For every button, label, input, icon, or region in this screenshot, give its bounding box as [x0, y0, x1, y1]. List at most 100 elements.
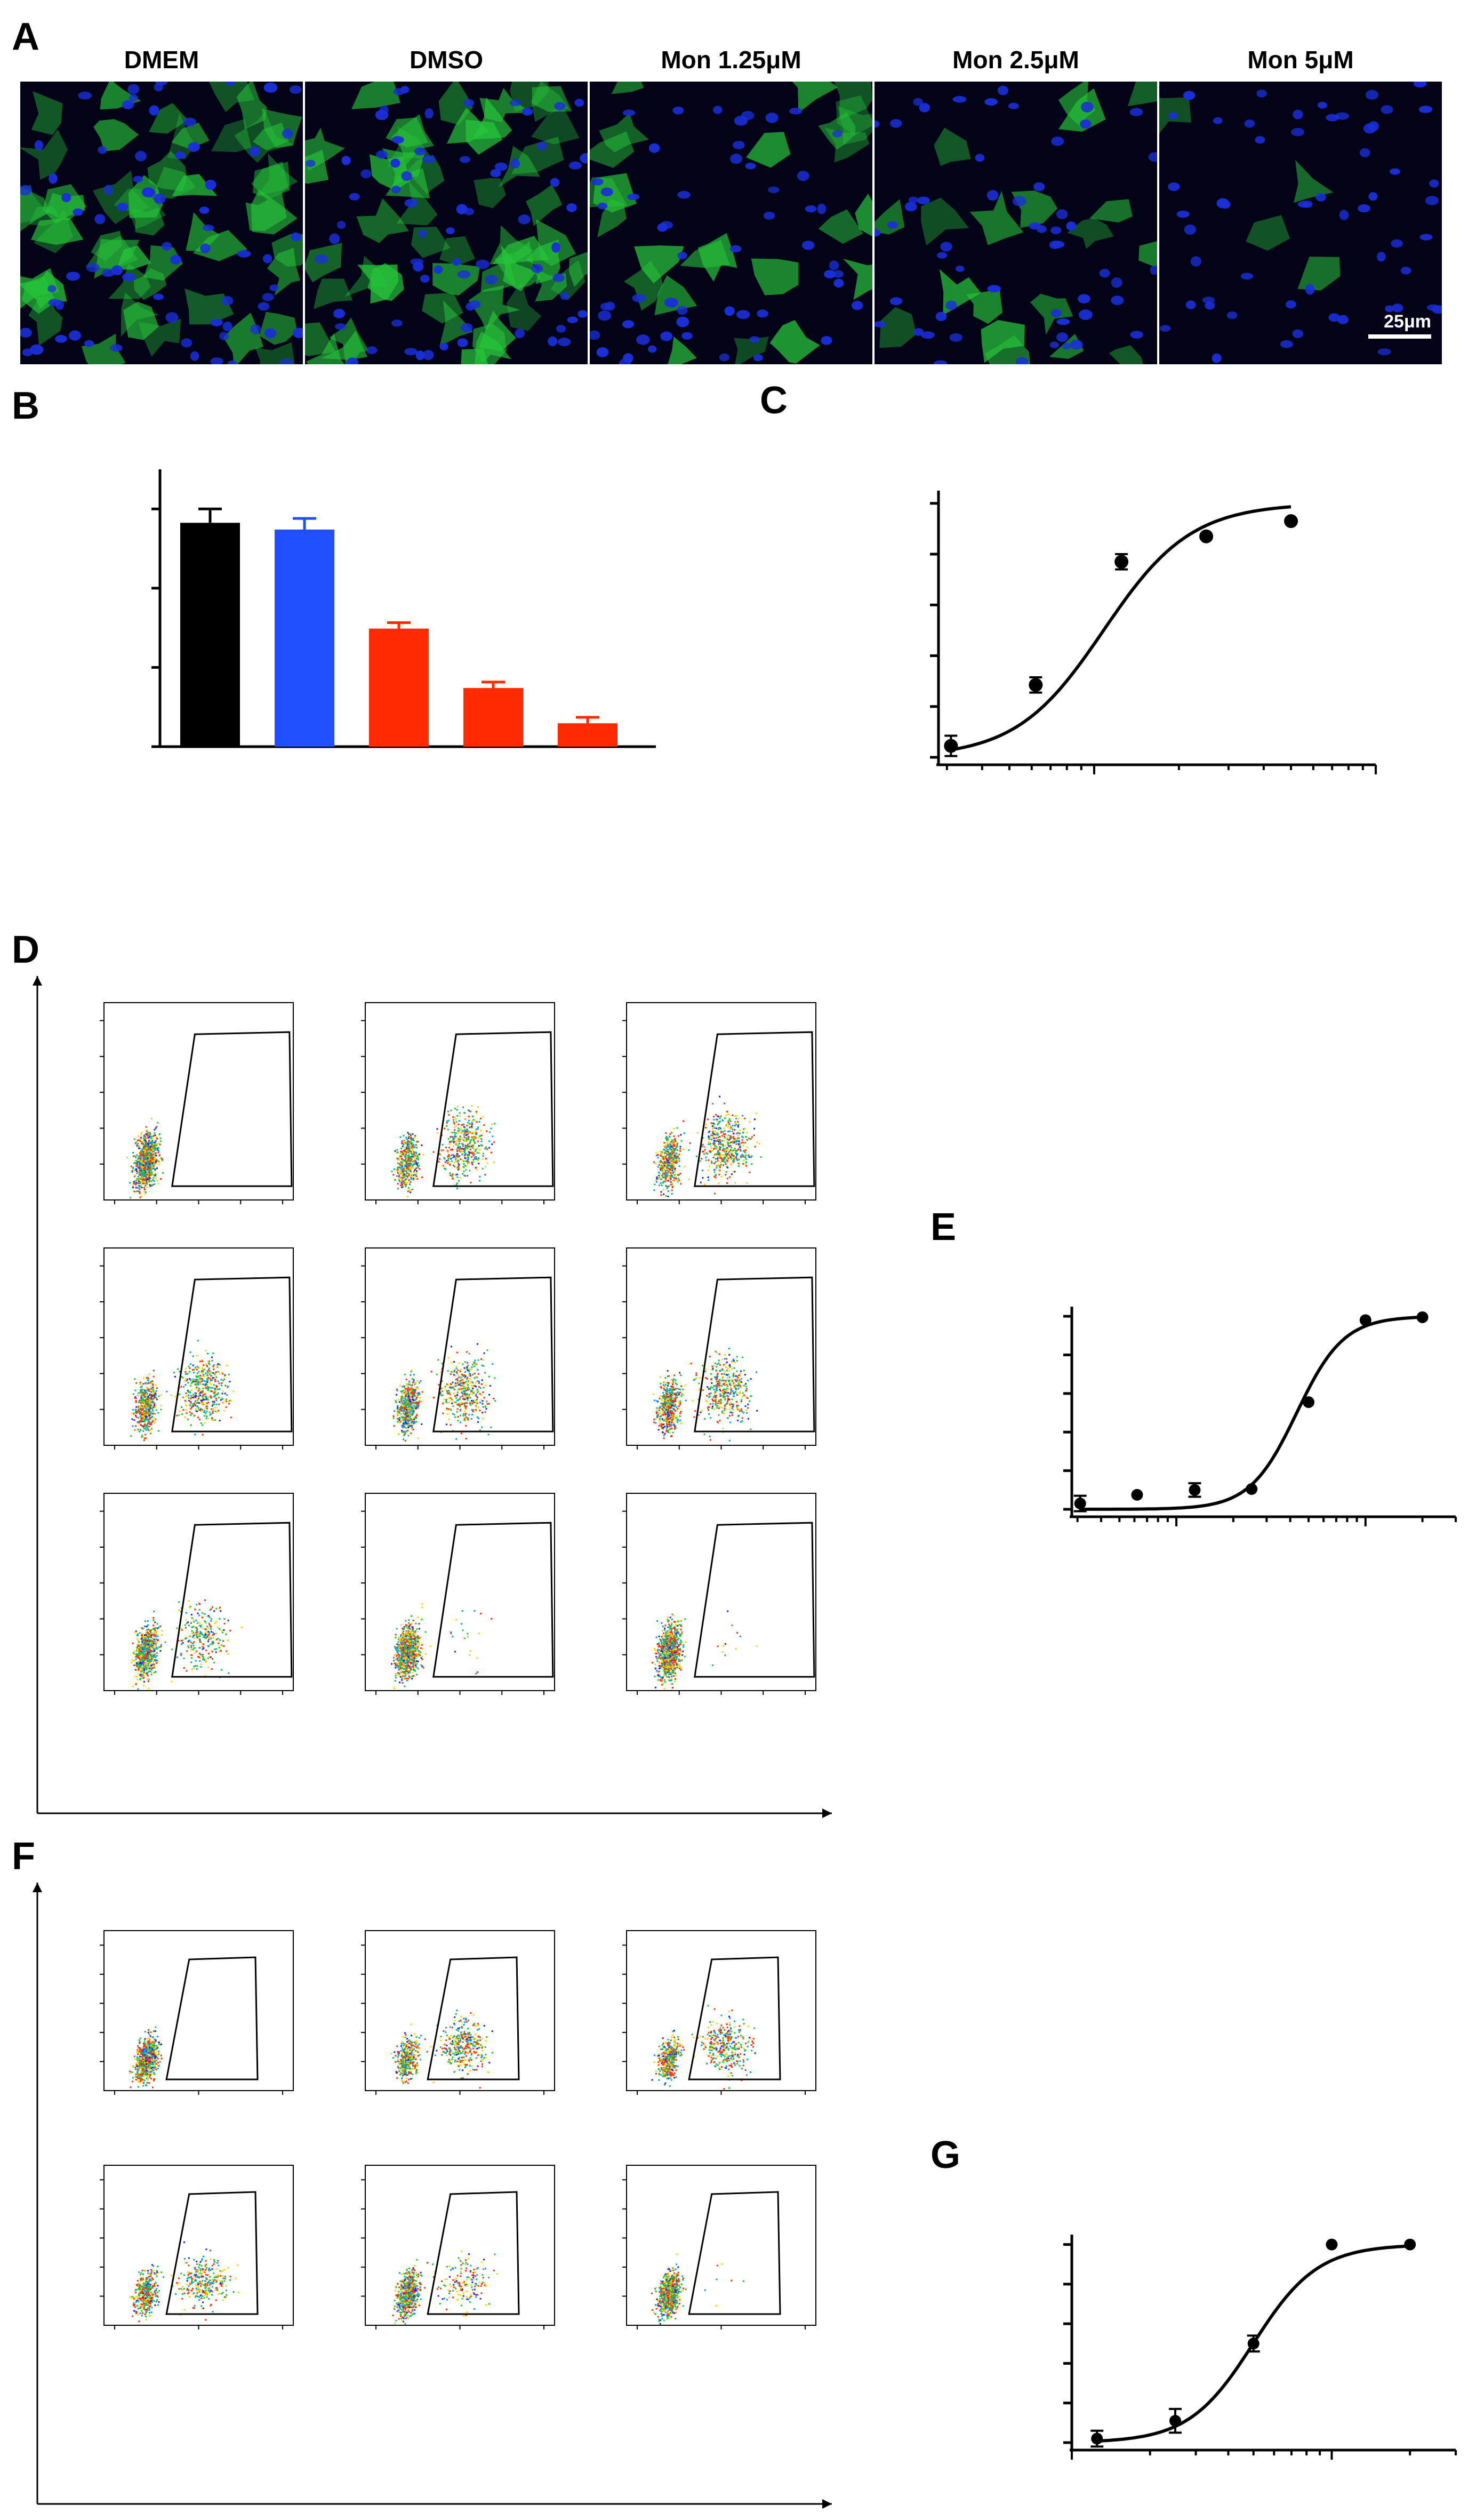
cytoplasm-stain: [344, 255, 388, 297]
cytoplasm-stain: [597, 199, 627, 238]
nucleus: [657, 223, 668, 232]
nucleus: [463, 99, 475, 107]
nucleus: [768, 186, 780, 194]
nucleus: [1292, 329, 1303, 338]
flow-plot-frame: [103, 1002, 294, 1201]
cytoplasm-stain: [969, 190, 1024, 245]
cytoplasm-stain: [305, 149, 329, 184]
nucleus: [765, 113, 779, 123]
flow-dot-cloud: [653, 1095, 762, 1197]
cytoplasm-stain: [45, 193, 85, 224]
nucleus: [1280, 340, 1293, 348]
nucleus: [1111, 277, 1122, 288]
nucleus: [763, 211, 775, 220]
gate-polygon: [688, 2191, 781, 2315]
gate-polygon: [694, 1276, 815, 1432]
cytoplasm-stain: [236, 82, 267, 129]
data-point: [1029, 678, 1043, 692]
nucleus: [636, 334, 650, 345]
scale-bar-label: 25μm: [1384, 311, 1431, 332]
panel-e-dose-response: [1063, 1307, 1457, 1526]
cytoplasm-stain: [1058, 82, 1096, 127]
nucleus: [1426, 304, 1440, 311]
cytoplasm-stain: [837, 106, 872, 145]
nucleus: [1099, 269, 1110, 278]
nucleus: [485, 275, 498, 285]
nucleus: [1213, 117, 1223, 124]
nucleus: [1190, 256, 1201, 267]
nucleus: [937, 252, 948, 259]
nucleus: [757, 309, 768, 318]
cytoplasm-stain: [921, 197, 969, 246]
nucleus: [648, 143, 660, 153]
gate-polygon: [694, 1031, 815, 1187]
nucleus: [199, 206, 210, 214]
nucleus: [913, 98, 923, 106]
gate-polygon: [694, 1522, 815, 1678]
nucleus: [439, 343, 448, 350]
cytoplasm-stain: [21, 276, 56, 314]
nucleus: [1056, 318, 1070, 325]
nucleus: [1429, 179, 1439, 188]
cytoplasm-stain: [94, 238, 140, 279]
cytoplasm-stain: [531, 103, 580, 145]
nucleus: [1049, 341, 1059, 348]
gate-polygon: [165, 1956, 259, 2080]
nucleus: [1390, 168, 1400, 175]
panel-letter-g: G: [930, 2134, 961, 2176]
nucleus: [1033, 182, 1045, 191]
nucleus: [188, 142, 200, 152]
data-point: [1114, 555, 1129, 569]
nucleus: [1391, 239, 1403, 248]
bar: [369, 628, 429, 747]
cytoplasm-stain: [769, 320, 820, 364]
micrograph-label: Mon 1.25μM: [661, 46, 801, 74]
arrowhead: [822, 2499, 832, 2509]
nucleus: [1419, 234, 1433, 241]
nucleus: [1015, 357, 1029, 364]
nucleus: [732, 141, 745, 149]
nucleus: [210, 357, 223, 364]
nucleus: [183, 117, 196, 127]
cytoplasm-stain: [499, 146, 540, 188]
nucleus: [414, 147, 426, 156]
cytoplasm-stain: [474, 178, 506, 209]
nucleus: [1012, 196, 1026, 206]
nucleus: [94, 214, 106, 225]
nucleus: [833, 278, 844, 288]
data-point: [1247, 2338, 1260, 2350]
nucleus: [456, 204, 468, 214]
cytoplasm-stain: [1294, 159, 1334, 203]
flow-plot-frame: [365, 1002, 555, 1201]
nucleus: [1056, 209, 1068, 219]
cytoplasm-stain: [818, 209, 863, 244]
nucleus: [522, 108, 533, 116]
panel-letter-a: A: [12, 15, 39, 58]
cytoplasm-stain: [446, 108, 489, 144]
panel-letter-c: C: [760, 379, 788, 422]
nucleus: [1363, 123, 1376, 134]
nucleus: [400, 86, 410, 93]
cytoplasm-stain: [439, 236, 475, 266]
nucleus: [560, 292, 569, 300]
cytoplasm-stain: [31, 91, 63, 135]
nucleus: [597, 202, 608, 210]
nucleus: [1226, 311, 1238, 319]
cytoplasm-stain: [792, 82, 838, 113]
nucleus: [205, 179, 216, 190]
cytoplasm-stain: [599, 113, 649, 153]
cytoplasm-stain: [123, 301, 159, 340]
nucleus: [1129, 108, 1143, 116]
nucleus: [282, 129, 293, 139]
nucleus: [510, 158, 520, 169]
nucleus: [852, 301, 863, 310]
cytoplasm-stain: [746, 132, 791, 168]
gate-polygon: [427, 2191, 520, 2315]
gate-polygon: [171, 1276, 293, 1432]
nucleus: [360, 169, 372, 179]
nucleus: [418, 229, 427, 238]
gate-polygon: [688, 1956, 781, 2080]
nucleus: [904, 202, 917, 212]
nucleus: [122, 273, 135, 282]
nucleus: [919, 103, 930, 113]
